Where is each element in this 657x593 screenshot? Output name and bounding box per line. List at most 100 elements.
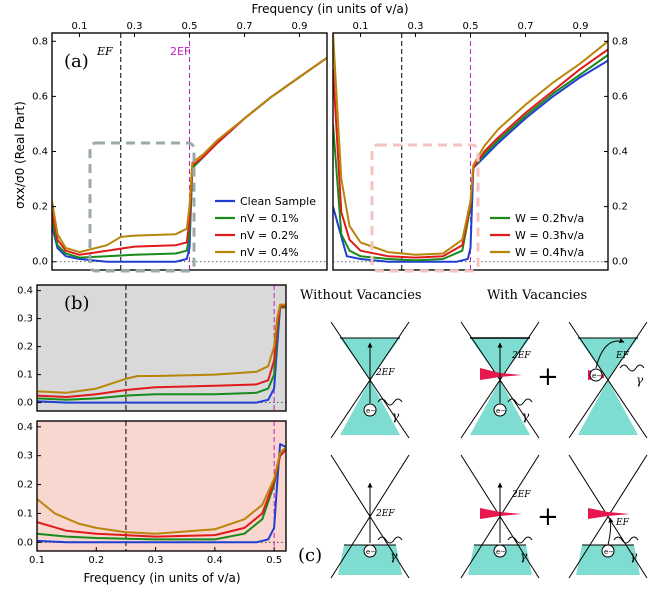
series-group — [37, 443, 286, 544]
x-tick-label: 0.9 — [573, 21, 589, 32]
panel-b-bottom-frame — [36, 420, 287, 552]
y-tick-label: 0.8 — [32, 36, 48, 47]
y-tick-label: 0.2 — [612, 202, 628, 213]
cone-lower-fill — [578, 380, 638, 435]
series-group — [333, 33, 608, 263]
gamma-label: γ — [390, 549, 398, 563]
electron-circle — [363, 544, 377, 558]
y-tick-label: 0.6 — [32, 91, 48, 102]
photon-wave — [613, 536, 639, 544]
x-tick-label: 0.3 — [127, 21, 143, 32]
x-tick-label: 0.1 — [72, 21, 88, 32]
series-line-blue — [37, 306, 286, 404]
series-line-gold — [37, 303, 286, 394]
electron-circle — [493, 403, 507, 417]
legend-left: Clean Sample nV = 0.1% nV = 0.2% nV = 0.… — [215, 195, 316, 259]
electron-label: e− — [604, 548, 614, 556]
x-tick-label: 0.1 — [29, 555, 45, 566]
ef-diagram-label: EF — [615, 351, 630, 361]
electron-label: e− — [496, 548, 506, 556]
x-tick-label: 0.4 — [207, 555, 223, 566]
photon-wave — [377, 536, 403, 544]
col-with-label: With Vacancies — [487, 288, 587, 303]
x-tick-label: 0.1 — [353, 21, 369, 32]
gamma-label: γ — [520, 549, 528, 563]
y-tick-label: 0.3 — [17, 314, 33, 325]
photon-wave — [619, 364, 645, 372]
zoom-box-pink — [370, 143, 480, 273]
photon-wave — [507, 536, 533, 544]
y-tick-label: 0.0 — [32, 257, 48, 268]
y-tick-label: 0.2 — [17, 480, 33, 491]
y-tick-label: 0.1 — [17, 508, 33, 519]
electron-label: e− — [592, 372, 602, 380]
series-line-blue — [333, 59, 608, 263]
cone-lower-fill — [576, 545, 640, 575]
two-ef-label: 2EF — [170, 45, 190, 58]
x-tick-label: 0.5 — [266, 555, 282, 566]
excitation-arrow — [595, 338, 625, 369]
panel-border — [36, 284, 287, 412]
legend-left-label-3: nV = 0.4% — [240, 246, 299, 259]
y-axis-label: σxx/σ0 (Real Part) — [13, 101, 27, 209]
two-ef-diagram-label: 2EF — [511, 490, 531, 500]
excitation-arrow — [607, 517, 614, 546]
legend-left-label-1: nV = 0.1% — [240, 212, 299, 225]
ef-diagram-label: EF — [615, 518, 630, 528]
y-tick-label: 0.3 — [17, 451, 33, 462]
cone-diagram-3: e− EF γ — [568, 321, 648, 439]
series-line-gold — [52, 56, 327, 254]
two-ef-diagram-label: 2EF — [375, 509, 395, 519]
y-tick-label: 0.2 — [32, 202, 48, 213]
panel-b-top: 0.0 0.1 0.2 0.3 0.4 — [17, 284, 287, 412]
photon-wave — [377, 398, 403, 406]
legend-left-label-0: Clean Sample — [240, 195, 316, 208]
x-tick-label: 0.3 — [148, 555, 164, 566]
gamma-label: γ — [522, 409, 530, 423]
panel-a-right: 0.0 0.2 0.4 0.6 0.8 0.1 0.3 0.5 0.7 0.9 — [332, 21, 628, 271]
electron-label: e− — [496, 407, 506, 415]
electron-circle — [589, 368, 603, 382]
electron-circle — [601, 544, 615, 558]
cone-diagram-6: e− EF γ — [568, 454, 648, 579]
cone-line — [568, 321, 648, 439]
plus-sign-1: + — [537, 362, 559, 392]
electron-label: e− — [366, 407, 376, 415]
panel-b-bottom: 0.0 0.1 0.2 0.3 0.4 0.1 0.2 0.3 0.4 0.5 — [17, 420, 287, 566]
panel-b-label: (b) — [64, 293, 90, 314]
x-tick-label: 0.9 — [292, 21, 308, 32]
legend-right-label-1: W = 0.3ħv/a — [515, 229, 584, 242]
vacancy-state — [480, 508, 522, 519]
zoom-box-gray — [88, 141, 196, 273]
electron-label: e− — [366, 548, 376, 556]
y-tick-label: 0.1 — [17, 370, 33, 381]
series-line-gold — [333, 33, 608, 256]
cone-lower-fill — [468, 545, 532, 575]
gamma-label: γ — [636, 373, 644, 387]
ef-label: EF — [96, 45, 113, 58]
legend-right: W = 0.2ħv/a W = 0.3ħv/a W = 0.4ħv/a — [490, 212, 584, 259]
electron-circle — [363, 403, 377, 417]
y-tick-label: 0.6 — [612, 91, 628, 102]
gamma-label: γ — [392, 409, 400, 423]
x-tick-label: 0.7 — [237, 21, 253, 32]
legend-left-label-2: nV = 0.2% — [240, 229, 299, 242]
electron-circle — [493, 544, 507, 558]
two-ef-diagram-label: 2EF — [511, 351, 531, 361]
y-tick-label: 0.0 — [17, 537, 33, 548]
col-without-label: Without Vacancies — [300, 288, 422, 303]
x-tick-label: 0.7 — [518, 21, 534, 32]
series-group — [37, 303, 286, 404]
cone-line — [568, 454, 648, 579]
legend-right-label-2: W = 0.4ħv/a — [515, 246, 584, 259]
cone-lower-fill — [338, 545, 402, 575]
y-tick-label: 0.0 — [612, 257, 628, 268]
panel-c-diagrams: Without Vacancies With Vacancies (c) e− … — [298, 288, 648, 579]
panel-border — [36, 420, 287, 552]
series-group — [52, 56, 327, 263]
y-tick-label: 0.8 — [612, 36, 628, 47]
panel-a-left: 0.0 0.2 0.4 0.6 0.8 0.1 0.3 0.5 0.7 0.9 — [32, 21, 328, 271]
series-line-red — [37, 303, 286, 398]
photon-wave — [507, 398, 533, 406]
y-tick-label: 0.0 — [17, 398, 33, 409]
